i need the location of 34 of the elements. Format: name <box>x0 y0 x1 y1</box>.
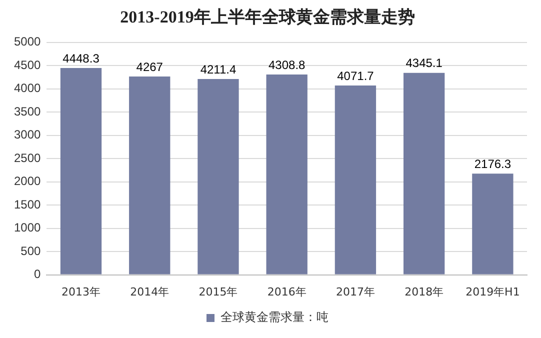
y-tick-label: 3000 <box>14 128 42 142</box>
y-tick-label: 4500 <box>14 58 42 72</box>
data-label: 2176.3 <box>474 156 512 171</box>
x-tick-label: 2016年 <box>267 285 306 298</box>
chart-title: 2013-2019年上半年全球黄金需求量走势 <box>120 8 415 27</box>
data-label: 4267 <box>136 60 164 74</box>
x-tick-label: 2015年 <box>198 285 238 298</box>
x-tick-label: 2017年 <box>336 285 375 298</box>
bar <box>403 72 445 274</box>
data-label: 4211.4 <box>200 62 236 76</box>
x-tick-label: 2018年 <box>404 285 444 298</box>
y-tick-label: 2500 <box>14 150 42 165</box>
data-label: 4071.7 <box>337 68 374 83</box>
bar <box>334 86 376 274</box>
data-label: 4308.8 <box>268 58 306 72</box>
y-tick-label: 2000 <box>14 174 42 188</box>
y-tick-label: 500 <box>20 244 42 258</box>
bar <box>129 76 170 274</box>
y-tick-label: 4000 <box>14 81 42 96</box>
bar <box>60 68 102 274</box>
bar <box>266 74 308 274</box>
x-tick-label: 2019年H1 <box>466 285 520 298</box>
y-tick-label: 3500 <box>14 104 42 118</box>
bar <box>198 79 239 274</box>
y-tick-label: 1000 <box>14 220 42 235</box>
data-label: 4448.3 <box>62 51 100 66</box>
bar <box>472 174 514 274</box>
x-tick-label: 2013年 <box>62 285 101 298</box>
y-tick-label: 0 <box>34 267 42 282</box>
y-tick-label: 5000 <box>14 34 42 49</box>
y-tick-label: 1500 <box>14 197 42 212</box>
data-label: 4345.1 <box>406 56 443 70</box>
legend-label: 全球黄金需求量：吨 <box>220 310 328 324</box>
x-tick-label: 2014年 <box>130 285 170 298</box>
